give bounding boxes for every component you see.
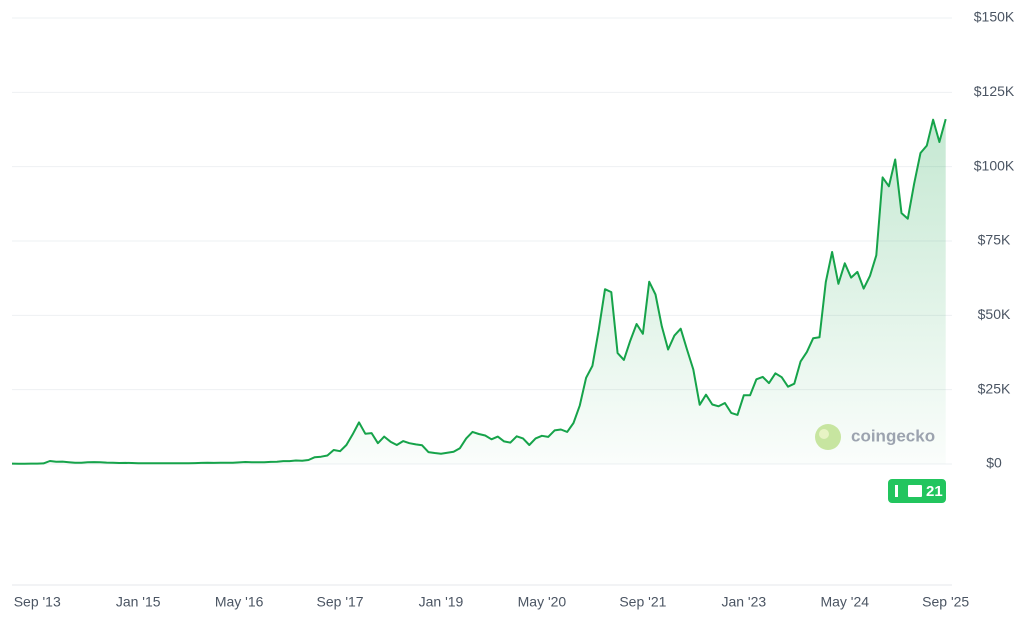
area-fill: [12, 119, 946, 464]
y-tick-label: $50K: [978, 306, 1011, 322]
badge-icon: [895, 485, 898, 497]
x-tick-label: May '20: [518, 594, 567, 610]
watermark: coingecko: [815, 424, 935, 450]
x-tick-label: Jan '15: [116, 594, 161, 610]
x-tick-label: Sep '25: [922, 594, 969, 610]
x-tick-label: Sep '21: [619, 594, 666, 610]
x-tick-label: Sep '17: [317, 594, 364, 610]
x-tick-label: May '24: [820, 594, 869, 610]
watermark-text: coingecko: [851, 426, 935, 445]
y-tick-label: $0: [986, 455, 1002, 471]
x-tick-label: May '16: [215, 594, 264, 610]
x-tick-label: Jan '19: [419, 594, 464, 610]
badge-icon: [908, 485, 922, 497]
y-tick-label: $25K: [978, 380, 1011, 396]
y-tick-label: $125K: [974, 83, 1015, 99]
x-tick-label: Jan '23: [721, 594, 766, 610]
news-badge[interactable]: 21: [888, 479, 946, 503]
x-tick-label: Sep '13: [14, 594, 61, 610]
badge-count: 21: [926, 483, 943, 500]
y-tick-label: $100K: [974, 157, 1015, 173]
y-tick-label: $75K: [978, 232, 1011, 248]
y-tick-label: $150K: [974, 9, 1015, 25]
price-line: [11, 118, 947, 465]
watermark-logo-eye: [819, 429, 829, 439]
